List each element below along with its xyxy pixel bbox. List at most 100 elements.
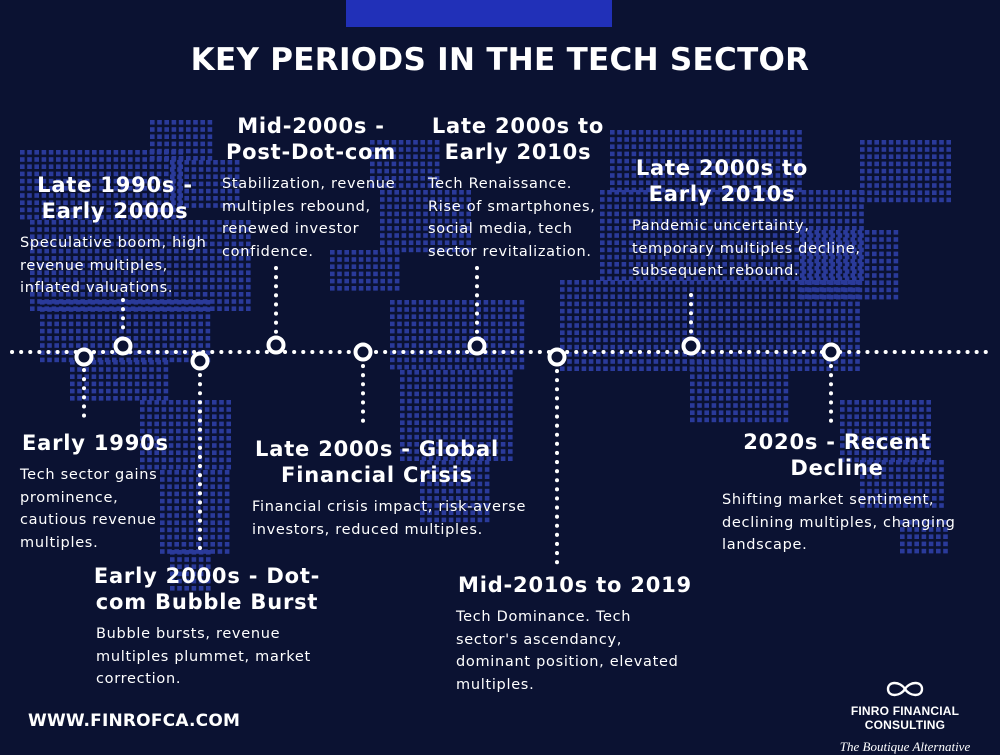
map-dot	[168, 414, 174, 419]
map-dot	[400, 434, 405, 440]
website-link[interactable]: WWW.FINROFCA.COM	[28, 711, 241, 731]
map-dot	[857, 287, 863, 293]
map-dot	[814, 230, 819, 235]
map-dot	[855, 344, 860, 350]
map-dot	[123, 241, 129, 247]
map-dot	[167, 513, 172, 518]
map-dot	[768, 294, 774, 299]
map-dot	[643, 269, 648, 274]
map-dot	[219, 464, 224, 470]
map-dot	[130, 263, 136, 268]
map-dot	[722, 226, 727, 231]
map-dot	[404, 300, 409, 305]
map-dot	[164, 141, 169, 147]
map-dot	[668, 330, 673, 335]
map-dot	[217, 534, 223, 540]
map-dot	[219, 443, 224, 448]
map-dot	[751, 190, 756, 195]
map-dot	[195, 241, 201, 247]
map-dot	[761, 173, 766, 178]
map-dot	[406, 183, 411, 188]
map-dot	[47, 336, 52, 341]
map-dot	[632, 352, 637, 357]
map-dot	[860, 190, 865, 195]
map-dot	[391, 183, 397, 188]
map-dot	[70, 207, 75, 213]
map-dot	[617, 344, 623, 350]
map-dot	[505, 350, 510, 355]
map-dot	[617, 330, 623, 335]
map-dot	[883, 428, 888, 434]
map-dot	[37, 270, 42, 275]
map-dot	[486, 384, 491, 389]
map-dot	[227, 188, 233, 194]
map-dot	[401, 211, 407, 217]
map-dot	[77, 157, 83, 162]
map-dot	[41, 214, 47, 220]
map-dot	[819, 330, 824, 335]
map-dot	[66, 241, 71, 247]
map-dot	[747, 337, 752, 343]
map-dot	[847, 400, 852, 405]
map-dot	[178, 214, 183, 220]
map-dot	[479, 377, 484, 382]
map-dot	[739, 151, 745, 157]
map-dot	[867, 481, 872, 487]
map-dot	[47, 343, 52, 348]
map-dot	[48, 164, 54, 169]
map-dot	[421, 427, 427, 433]
map-dot	[876, 407, 881, 412]
map-dot	[636, 254, 641, 260]
map-dot	[168, 443, 174, 448]
map-dot	[77, 374, 82, 379]
map-dot	[171, 214, 176, 220]
map-dot	[224, 484, 230, 489]
map-dot	[879, 251, 884, 257]
map-dot	[740, 396, 745, 401]
map-dot	[20, 178, 25, 184]
map-dot	[195, 263, 201, 268]
map-dot	[157, 120, 162, 125]
map-dot	[183, 421, 188, 427]
map-dot	[896, 176, 901, 181]
map-dot	[852, 262, 857, 267]
map-dot	[886, 266, 891, 271]
map-dot	[198, 321, 203, 327]
map-dot	[246, 306, 251, 311]
map-dot	[646, 294, 651, 299]
marker-late-2000s-gfc	[353, 342, 373, 362]
map-dot	[830, 197, 835, 202]
map-dot	[472, 391, 477, 397]
map-dot	[697, 417, 702, 423]
map-dot	[174, 292, 179, 297]
map-dot	[106, 214, 111, 220]
map-dot	[142, 214, 147, 220]
map-dot	[176, 421, 181, 427]
map-dot	[70, 186, 75, 191]
map-dot	[457, 427, 463, 433]
map-dot	[92, 193, 97, 198]
map-dot	[390, 357, 395, 363]
map-dot	[84, 396, 89, 401]
map-dot	[883, 443, 888, 448]
map-dot	[574, 330, 579, 335]
map-dot	[861, 428, 867, 434]
map-dot	[484, 496, 490, 501]
map-dot	[833, 366, 839, 371]
map-dot	[433, 350, 438, 355]
map-dot	[621, 276, 627, 281]
map-dot	[227, 203, 233, 208]
map-dot	[219, 450, 224, 455]
map-dot	[837, 254, 843, 260]
map-dot	[416, 240, 421, 245]
map-dot	[874, 197, 879, 203]
map-dot	[936, 534, 941, 539]
map-dot	[801, 262, 807, 267]
map-dot	[170, 188, 175, 194]
map-dot	[77, 178, 83, 184]
map-dot	[94, 256, 100, 261]
map-dot	[195, 277, 201, 283]
map-dot	[675, 330, 680, 335]
map-dot	[733, 360, 738, 365]
map-dot	[646, 344, 651, 350]
